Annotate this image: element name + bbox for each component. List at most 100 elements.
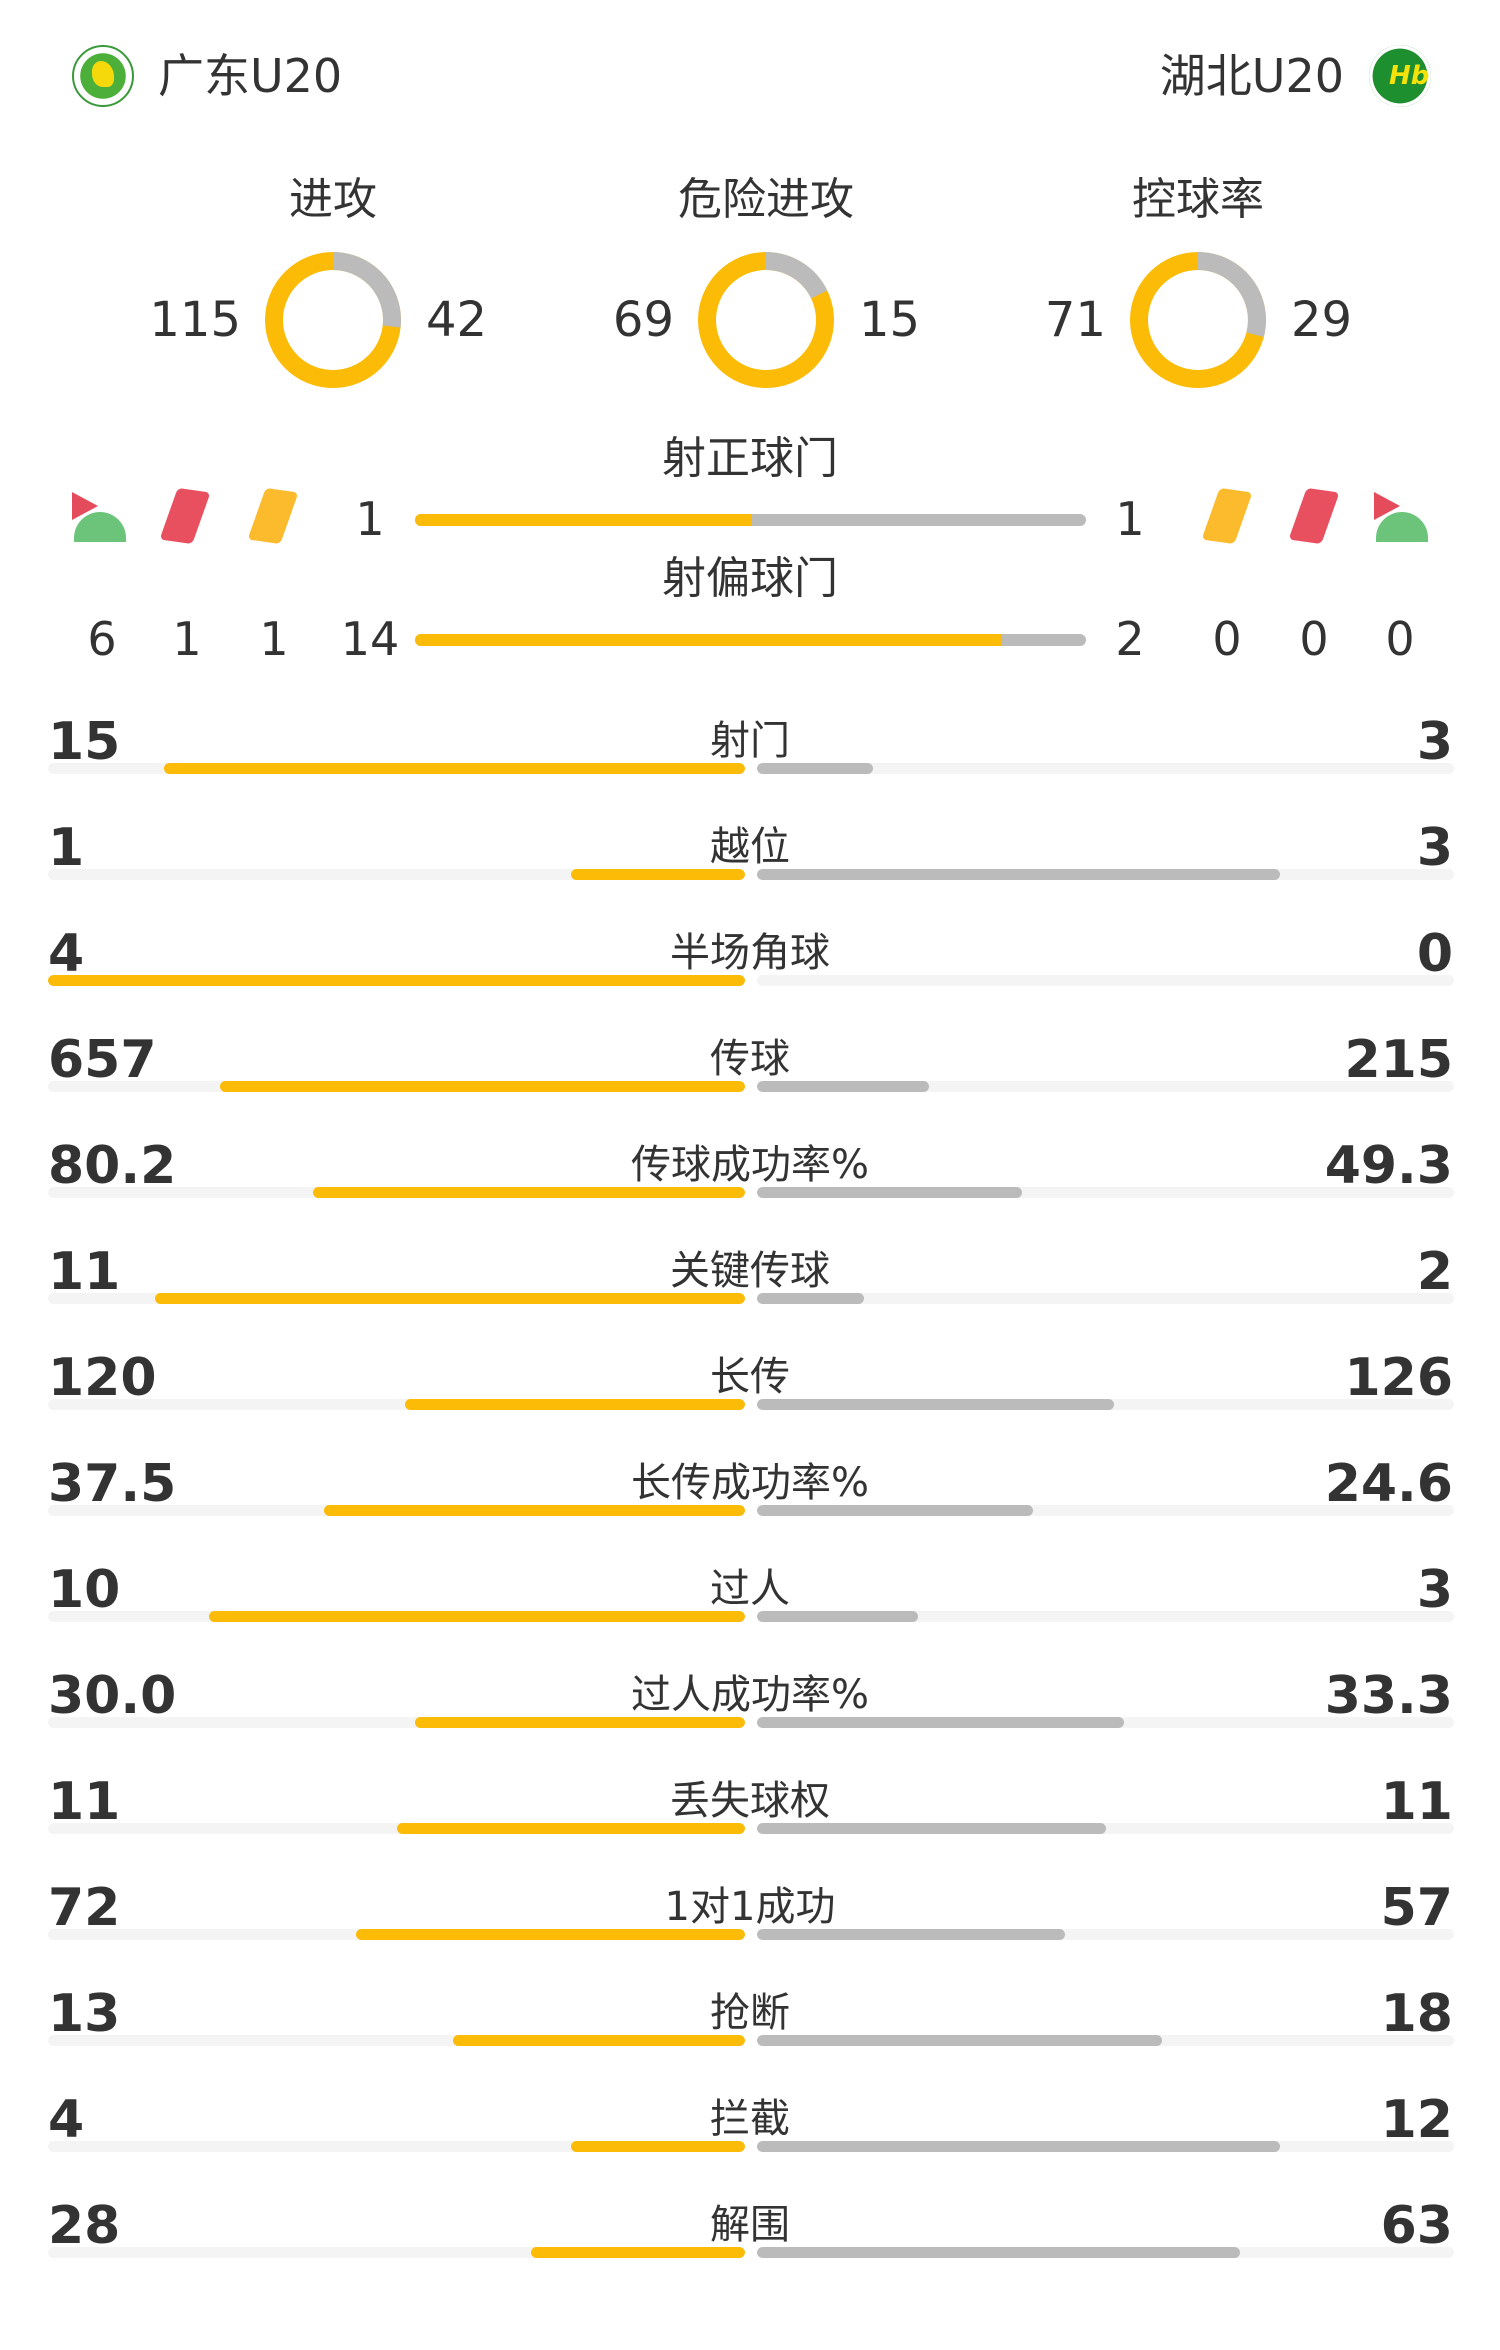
stat-home-bar	[48, 763, 745, 774]
stat-away-bar-fill	[757, 1293, 865, 1304]
stat-home-bar-fill	[355, 1929, 745, 1940]
stat-away-bar	[757, 1611, 1454, 1622]
home-red-cards-value: 1	[172, 612, 202, 666]
donut-home-value: 71	[1044, 292, 1106, 348]
stat-row: 10 过人 3	[0, 1560, 1500, 1666]
shots-on-target-home-fill	[415, 514, 751, 526]
stat-away-bar-fill	[757, 2247, 1240, 2258]
home-yellow-cards-value: 1	[259, 612, 289, 666]
stat-away-bar-fill	[757, 2141, 1280, 2152]
stat-away-value: 2	[1416, 1242, 1453, 1302]
stat-row: 30.0 过人成功率% 33.3	[0, 1666, 1500, 1772]
stat-home-value: 72	[48, 1878, 121, 1938]
stat-home-bar-fill	[414, 1717, 745, 1728]
stat-away-bar-fill	[757, 763, 874, 774]
donut-away-value: 42	[426, 292, 488, 348]
away-team-logo: Hb	[1369, 45, 1431, 107]
stat-away-value: 11	[1380, 1772, 1453, 1832]
donut-away-arc	[265, 252, 401, 388]
shots-off-target-bar	[415, 634, 1086, 646]
stat-away-value: 49.3	[1324, 1136, 1453, 1196]
stat-home-value: 4	[48, 924, 85, 984]
stat-row: 37.5 长传成功率% 24.6	[0, 1454, 1500, 1560]
stat-away-bar-fill	[757, 1717, 1124, 1728]
stat-label: 解围	[710, 2202, 790, 2248]
away-team-name[interactable]: 湖北U20	[1159, 49, 1344, 103]
stat-home-bar-fill	[219, 1081, 745, 1092]
stat-away-bar	[757, 1293, 1454, 1304]
stat-home-bar	[48, 975, 745, 986]
shots-on-target-bar	[415, 514, 1086, 526]
stat-home-bar-fill	[452, 2035, 745, 2046]
stat-away-bar	[757, 869, 1454, 880]
stat-row: 657 传球 215	[0, 1030, 1500, 1136]
stat-label: 1对1成功	[664, 1884, 836, 1930]
stat-home-value: 10	[48, 1560, 121, 1620]
stat-row: 13 抢断 18	[0, 1984, 1500, 2090]
stat-away-value: 24.6	[1324, 1454, 1453, 1514]
stat-home-bar-fill	[405, 1399, 745, 1410]
stat-away-value: 57	[1380, 1878, 1453, 1938]
stat-home-bar	[48, 1293, 745, 1304]
donut-chart	[265, 252, 401, 388]
stat-away-bar	[757, 1929, 1454, 1940]
stat-label: 关键传球	[670, 1248, 830, 1294]
stat-away-bar	[757, 975, 1454, 986]
stat-label: 半场角球	[670, 930, 830, 976]
stat-away-value: 215	[1344, 1030, 1453, 1090]
stat-home-value: 11	[48, 1772, 121, 1832]
donut-title: 控球率	[1132, 174, 1264, 225]
stat-away-bar	[757, 1081, 1454, 1092]
stat-row: 80.2 传球成功率% 49.3	[0, 1136, 1500, 1242]
stat-home-value: 13	[48, 1984, 121, 2044]
stat-away-value: 3	[1416, 712, 1453, 772]
stat-away-bar-fill	[757, 2035, 1162, 2046]
stat-home-value: 80.2	[48, 1136, 177, 1196]
home-team-logo	[72, 45, 134, 107]
stat-row: 11 丢失球权 11	[0, 1772, 1500, 1878]
stat-home-bar-fill	[396, 1823, 745, 1834]
stat-home-value: 120	[48, 1348, 157, 1408]
stat-home-value: 28	[48, 2196, 121, 2256]
stat-label: 过人	[710, 1566, 790, 1612]
stat-home-bar	[48, 1929, 745, 1940]
stat-home-bar-fill	[164, 763, 745, 774]
stat-label: 过人成功率%	[630, 1672, 869, 1718]
donut-chart	[1130, 252, 1266, 388]
stat-home-bar	[48, 1717, 745, 1728]
away-red-cards-value: 0	[1299, 612, 1329, 666]
stat-home-bar	[48, 1081, 745, 1092]
donut-away-arc	[698, 252, 834, 388]
home-team-name[interactable]: 广东U20	[158, 49, 343, 103]
stat-home-bar-fill	[313, 1187, 745, 1198]
stat-away-bar	[757, 2247, 1454, 2258]
stat-away-bar	[757, 1399, 1454, 1410]
stat-away-bar-fill	[757, 1505, 1034, 1516]
donut-home-value: 115	[149, 292, 241, 348]
stat-row: 4 拦截 12	[0, 2090, 1500, 2196]
stat-away-bar	[757, 763, 1454, 774]
stat-row: 120 长传 126	[0, 1348, 1500, 1454]
stat-home-value: 4	[48, 2090, 85, 2150]
stat-row: 11 关键传球 2	[0, 1242, 1500, 1348]
stat-label: 长传成功率%	[630, 1460, 869, 1506]
donut-away-value: 15	[859, 292, 921, 348]
home-yellow-card-icon	[247, 487, 299, 545]
away-shots-off-value: 2	[1115, 612, 1145, 666]
stat-home-bar-fill	[208, 1611, 745, 1622]
stat-away-value: 12	[1380, 2090, 1453, 2150]
away-yellow-card-icon	[1201, 487, 1253, 545]
away-red-card-icon	[1288, 487, 1340, 545]
stat-home-bar-fill	[570, 2141, 745, 2152]
stat-home-bar-fill	[324, 1505, 745, 1516]
stat-home-value: 657	[48, 1030, 157, 1090]
stat-away-bar	[757, 1187, 1454, 1198]
stat-away-bar-fill	[757, 1611, 918, 1622]
home-shots-off-value: 14	[340, 612, 400, 666]
stat-home-bar	[48, 869, 745, 880]
home-shots-on-value: 1	[355, 492, 385, 546]
stat-away-bar-fill	[757, 1823, 1106, 1834]
donut-home-value: 69	[612, 292, 674, 348]
stat-home-value: 37.5	[48, 1454, 177, 1514]
away-yellow-cards-value: 0	[1212, 612, 1242, 666]
